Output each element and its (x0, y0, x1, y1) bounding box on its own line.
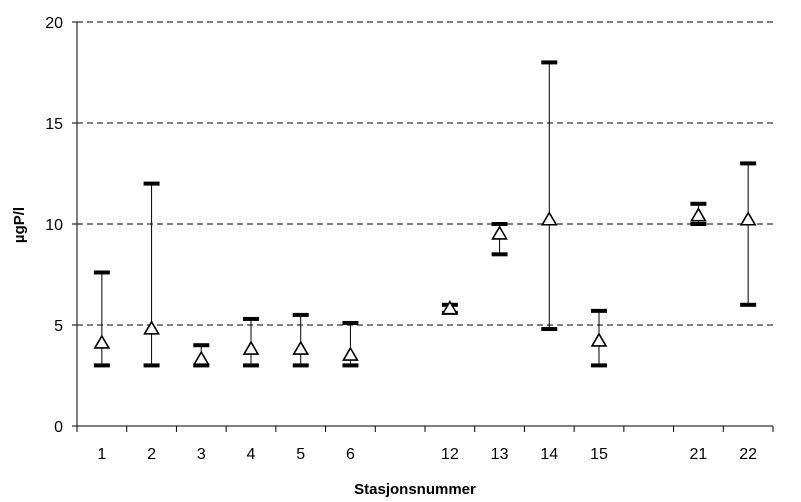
mean-marker-triangle (143, 320, 160, 335)
y-tick-label: 20 (45, 15, 63, 32)
x-tick-label: 12 (441, 446, 459, 463)
error-cap-min (342, 363, 359, 368)
y-tick-label: 5 (54, 318, 63, 335)
axes (72, 21, 774, 432)
error-cap-min (243, 363, 259, 368)
mean-marker-triangle (540, 211, 558, 226)
mean-marker-triangle (690, 207, 707, 222)
mean-marker-triangle (590, 332, 608, 347)
x-tick-label: 15 (590, 446, 608, 463)
x-tick-label: 13 (491, 446, 509, 463)
data-point-3 (192, 343, 210, 368)
error-cap-max (541, 60, 558, 65)
error-cap-max (143, 181, 160, 186)
data-point-14 (540, 60, 558, 332)
data-point-1 (93, 270, 111, 368)
mean-marker-triangle (441, 300, 459, 315)
data-point-12 (441, 300, 459, 315)
error-cap-max (690, 201, 707, 206)
error-cap-min (740, 302, 757, 307)
x-tick-label: 4 (247, 446, 256, 463)
error-cap-min (690, 222, 707, 226)
x-tick-label: 21 (690, 446, 708, 463)
x-tick-label: 5 (296, 446, 305, 463)
error-cap-min (193, 363, 210, 368)
error-cap-max (491, 222, 508, 226)
x-tick-label: 14 (540, 446, 558, 463)
error-cap-min (93, 363, 110, 368)
data-point-13 (491, 222, 508, 257)
error-cap-min (591, 363, 607, 368)
x-tick-label: 2 (147, 446, 156, 463)
mean-marker-triangle (292, 340, 310, 355)
mean-marker-triangle (192, 350, 210, 365)
data-point-15 (590, 308, 608, 368)
x-tick-label: 1 (97, 446, 106, 463)
x-tick-label: 6 (346, 446, 355, 463)
error-cap-min (143, 363, 160, 368)
data-point-6 (342, 320, 359, 368)
data-point-5 (292, 312, 310, 368)
y-axis-title: µgP/l (11, 207, 28, 243)
data-point-21 (690, 201, 707, 226)
y-tick-label: 15 (45, 116, 63, 133)
error-cap-max (591, 308, 607, 313)
x-axis-title: Stasjonsnummer (354, 481, 476, 498)
error-cap-max (193, 343, 210, 348)
data-point-4 (242, 316, 260, 368)
error-cap-max (292, 312, 309, 317)
data-point-2 (143, 181, 160, 368)
error-cap-min (541, 327, 558, 332)
x-tick-label: 3 (197, 446, 206, 463)
error-cap-max (740, 161, 757, 166)
y-tick-label: 10 (45, 217, 63, 234)
mean-marker-triangle (242, 340, 260, 355)
mean-marker-triangle (342, 346, 359, 361)
data-point-22 (739, 161, 757, 307)
gridlines (77, 21, 773, 326)
error-cap-max (93, 270, 110, 275)
error-cap-min (292, 363, 309, 368)
error-cap-max (342, 320, 359, 325)
y-tick-label: 0 (54, 419, 63, 436)
mean-marker-triangle (93, 334, 111, 349)
x-tick-label: 22 (739, 446, 757, 463)
mean-marker-triangle (491, 225, 508, 240)
mean-marker-triangle (739, 211, 757, 226)
error-cap-min (491, 252, 508, 257)
data-marks (93, 60, 757, 368)
error-cap-max (243, 316, 259, 321)
